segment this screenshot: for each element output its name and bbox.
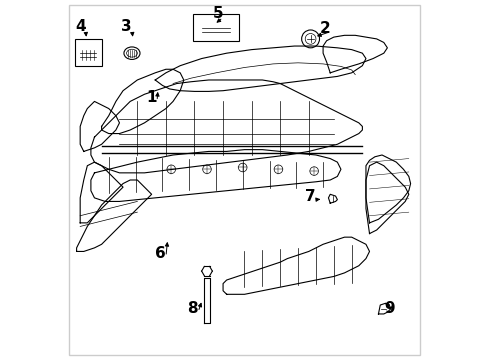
Text: 4: 4	[75, 19, 85, 34]
Text: 3: 3	[121, 19, 132, 34]
Text: 6: 6	[155, 246, 165, 261]
Text: 7: 7	[305, 189, 315, 203]
Text: 5: 5	[212, 6, 223, 21]
Text: 1: 1	[146, 90, 157, 105]
Text: 9: 9	[383, 301, 394, 316]
FancyBboxPatch shape	[192, 14, 239, 41]
Text: 8: 8	[187, 301, 198, 316]
Text: 2: 2	[319, 21, 329, 36]
FancyBboxPatch shape	[75, 39, 102, 66]
